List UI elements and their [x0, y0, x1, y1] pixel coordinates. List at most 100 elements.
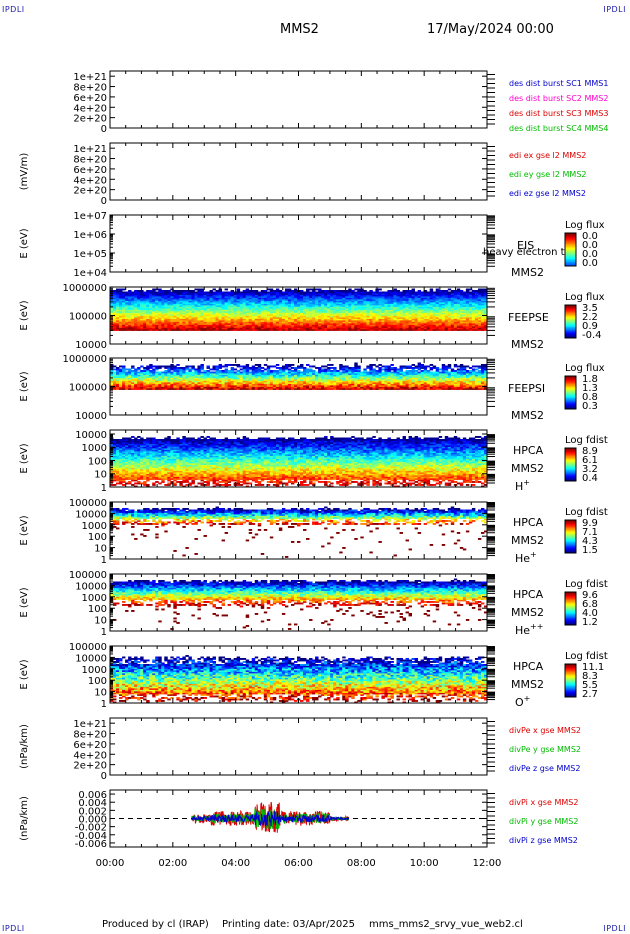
spectrogram-cell: [357, 327, 361, 330]
spectrogram-cell: [164, 326, 168, 328]
spectrogram-cell: [357, 315, 361, 318]
spectrogram-cell: [483, 308, 488, 310]
spectrogram-cell: [432, 309, 437, 312]
spectrogram-cell: [263, 329, 268, 331]
spectrogram-cell: [206, 311, 210, 313]
spectrogram-cell: [459, 318, 464, 321]
spectrogram-cell: [227, 291, 232, 294]
spectrogram-cell: [266, 380, 271, 383]
spectrogram-cell: [209, 386, 213, 389]
spectrogram-cell: [146, 296, 150, 298]
colorbar-swatch: [565, 322, 576, 325]
spectrogram-cell: [324, 299, 328, 301]
spectrogram-cell: [375, 315, 379, 318]
spectrogram-cell: [128, 324, 132, 327]
spectrogram-cell: [281, 296, 286, 298]
spectrogram-cell: [414, 300, 419, 303]
spectrogram-cell: [260, 329, 265, 331]
spectrogram-cell: [450, 311, 455, 313]
spectrogram-cell: [242, 314, 247, 316]
spectrogram-cell: [348, 293, 352, 295]
spectrogram-cell: [336, 380, 340, 383]
spectrogram-cell: [354, 291, 358, 294]
spectrogram-cell: [173, 368, 177, 371]
spectrogram-cell: [197, 323, 201, 325]
spectrogram-cell: [197, 388, 201, 390]
spectrogram-cell: [137, 290, 141, 292]
spectrogram-cell: [278, 327, 283, 330]
spectrogram-cell: [483, 321, 488, 324]
spectrogram-cell: [471, 329, 476, 331]
spectrogram-cell: [423, 306, 428, 309]
spectrogram-cell: [230, 294, 235, 297]
spectrogram-cell: [236, 291, 241, 294]
spectrogram-cell: [330, 296, 334, 298]
spectrogram-cell: [257, 314, 262, 316]
spectrogram-cell: [471, 309, 476, 312]
spectrogram-cell: [396, 315, 400, 318]
spectrogram-cell: [366, 318, 370, 321]
spectrogram-cell: [119, 311, 123, 313]
spectrogram-cell: [239, 386, 244, 389]
spectrogram-cell: [221, 309, 226, 312]
spectrogram-cell: [278, 374, 283, 377]
spectrogram-cell: [348, 327, 352, 330]
colorbar-swatch: [565, 331, 576, 333]
spectrogram-cell: [480, 288, 485, 291]
y-tick-label: 1e+06: [73, 230, 107, 241]
spectrogram-cell: [483, 323, 488, 325]
spectrogram-cell: [306, 326, 310, 328]
spectrogram-cell: [474, 318, 479, 321]
spectrogram-cell: [230, 299, 235, 301]
spectrogram-cell: [339, 386, 343, 389]
spectrogram-cell: [143, 386, 147, 389]
spectrogram-cell: [330, 303, 334, 306]
spectrogram-cell: [296, 380, 301, 383]
spectrogram-cell: [306, 373, 310, 375]
spectrogram-cell: [251, 294, 256, 297]
corner-label-top-left: IPDLI: [2, 5, 25, 14]
spectrogram-cell: [333, 308, 337, 310]
spectrogram-cell: [158, 293, 162, 295]
spectrogram-cell: [242, 315, 247, 318]
spectrogram-cell: [287, 291, 292, 294]
spectrogram-cell: [462, 317, 467, 319]
spectrogram-cell: [206, 383, 210, 386]
spectrogram-cell: [296, 311, 301, 313]
spectrogram-cell: [179, 329, 183, 331]
spectrogram-cell: [336, 305, 340, 307]
spectrogram-cell: [218, 388, 222, 390]
spectrogram-cell: [236, 296, 241, 298]
spectrogram-cell: [423, 308, 428, 310]
spectrogram-cell: [387, 311, 391, 313]
spectrogram-cell: [290, 303, 295, 306]
spectrogram-cell: [381, 320, 385, 322]
spectrogram-cell: [122, 297, 126, 300]
spectrogram-cell: [281, 326, 286, 328]
spectrogram-cell: [384, 320, 388, 322]
spectrogram-cell: [396, 300, 400, 303]
spectrogram-cell: [194, 297, 198, 300]
spectrogram-cell: [287, 317, 292, 319]
spectrogram-cell: [309, 327, 313, 330]
spectrogram-cell: [375, 324, 379, 327]
spectrogram-cell: [269, 305, 274, 307]
spectrogram-cell: [269, 327, 274, 330]
spectrogram-cell: [191, 291, 195, 294]
spectrogram-cell: [167, 386, 171, 389]
spectrogram-cell: [459, 320, 464, 322]
spectrogram-cell: [212, 293, 216, 295]
spectrogram-cell: [197, 290, 201, 292]
spectrogram-cell: [474, 312, 479, 315]
spectrogram-cell: [176, 297, 180, 300]
spectrogram-cell: [137, 377, 141, 380]
spectrogram-cell: [269, 315, 274, 318]
spectrogram-cell: [254, 290, 259, 292]
spectrogram-cell: [450, 324, 455, 327]
spectrogram-cell: [134, 305, 138, 307]
spectrogram-cell: [224, 314, 229, 316]
spectrogram-cell: [272, 371, 277, 374]
spectrogram-cell: [254, 383, 259, 386]
spectrogram-cell: [411, 329, 416, 331]
spectrogram-cell: [278, 326, 283, 328]
